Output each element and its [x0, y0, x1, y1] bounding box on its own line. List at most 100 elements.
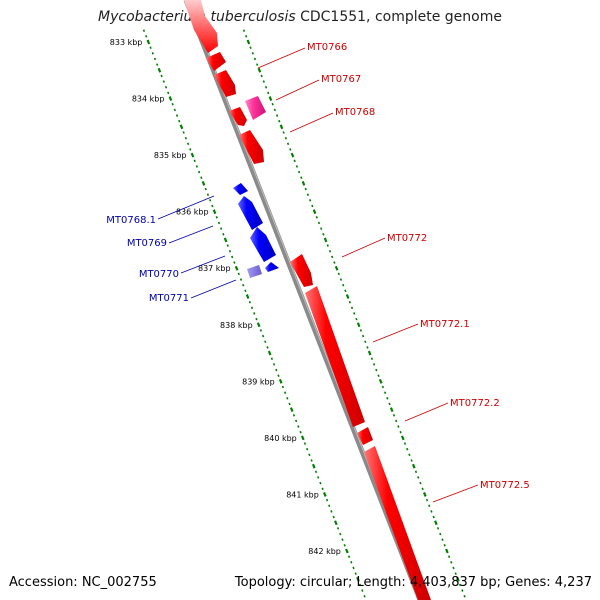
- major-tick-outer: [146, 39, 151, 45]
- minor-tick-outer: [226, 244, 229, 247]
- major-tick-outer: [168, 96, 173, 101]
- leader-mt0769: [168, 225, 214, 244]
- label-mt0768[interactable]: MT0768: [335, 107, 375, 118]
- minor-tick-outer: [277, 374, 280, 377]
- minor-tick-outer: [286, 397, 289, 400]
- tick-tracks: [142, 29, 466, 598]
- major-tick-inner: [400, 435, 405, 441]
- label-mt0768-1[interactable]: MT0768.1: [106, 215, 156, 226]
- minor-tick-outer: [336, 527, 340, 530]
- gene-mt0768[interactable]: [239, 130, 264, 164]
- minor-tick-inner: [399, 430, 402, 434]
- leader-mt0772: [341, 237, 386, 258]
- minor-tick-inner: [414, 470, 418, 474]
- major-tick-outer: [356, 576, 360, 582]
- label-mt0766[interactable]: MT0766: [307, 42, 347, 53]
- minor-tick-outer: [328, 504, 331, 508]
- minor-tick-outer: [339, 532, 342, 536]
- genome-summary-text: Topology: circular; Length: 4,403,837 bp…: [234, 575, 592, 590]
- minor-tick-outer: [151, 52, 154, 55]
- leader-mt0770: [180, 255, 226, 274]
- gene-mt0772-2[interactable]: [357, 427, 373, 445]
- minor-tick-outer: [292, 413, 296, 417]
- major-tick-inner: [257, 67, 262, 73]
- minor-tick-inner: [256, 63, 259, 66]
- minor-tick-outer: [297, 425, 300, 428]
- minor-tick-inner: [439, 532, 442, 536]
- minor-tick-inner: [339, 278, 343, 281]
- major-tick-inner: [334, 265, 339, 271]
- minor-tick-inner: [267, 91, 270, 95]
- minor-tick-outer: [332, 515, 335, 519]
- minor-tick-inner: [306, 193, 310, 196]
- major-tick-inner: [367, 350, 372, 356]
- major-tick-inner: [268, 96, 273, 101]
- gene-mt0772-5[interactable]: [364, 446, 431, 600]
- major-tick-outer: [334, 520, 338, 526]
- gene-mt0769[interactable]: [238, 196, 263, 230]
- gene-mt0772[interactable]: [290, 254, 313, 287]
- minor-tick-inner: [355, 317, 358, 321]
- minor-tick-inner: [245, 35, 248, 38]
- minor-tick-outer: [189, 148, 192, 151]
- axis-label: 837 kbp: [198, 264, 231, 273]
- minor-tick-outer: [306, 447, 309, 451]
- major-tick-inner: [290, 152, 295, 158]
- map-title-rest: CDC1551, complete genome: [295, 9, 502, 25]
- label-mt0770[interactable]: MT0770: [139, 269, 179, 280]
- major-tick-outer: [201, 180, 206, 186]
- minor-tick-inner: [410, 459, 413, 462]
- minor-tick-outer: [239, 278, 243, 281]
- minor-tick-inner: [297, 170, 301, 174]
- label-mt0772[interactable]: MT0772: [387, 233, 427, 244]
- major-tick-outer: [223, 237, 228, 243]
- minor-tick-inner: [375, 368, 378, 372]
- gene-mt0771-lavender[interactable]: [247, 265, 262, 278]
- minor-tick-outer: [173, 108, 176, 112]
- minor-tick-inner: [282, 131, 285, 134]
- major-tick-inner: [356, 322, 361, 328]
- minor-tick-outer: [270, 357, 274, 361]
- forward-genes: [184, 0, 431, 600]
- gene-mt0772-1[interactable]: [305, 286, 365, 427]
- axis-label: 834 kbp: [132, 95, 165, 104]
- label-mt0772-1[interactable]: MT0772.1: [420, 319, 470, 330]
- axis-label: 841 kbp: [286, 490, 319, 499]
- minor-tick-inner: [359, 329, 363, 332]
- label-mt0772-2[interactable]: MT0772.2: [450, 398, 500, 409]
- minor-tick-outer: [206, 193, 210, 196]
- label-mt0771[interactable]: MT0771: [149, 293, 189, 304]
- axis-label: 833 kbp: [110, 38, 143, 47]
- gene-mt0767[interactable]: [214, 70, 236, 97]
- minor-tick-outer: [255, 317, 258, 321]
- minor-tick-inner: [428, 504, 431, 508]
- leader-mt0772-2: [404, 402, 449, 422]
- minor-tick-outer: [228, 249, 232, 253]
- minor-tick-inner: [406, 447, 409, 451]
- gene-mt0766-top[interactable]: [184, 0, 218, 53]
- minor-tick-inner: [430, 510, 433, 513]
- gene-mt0768-1[interactable]: [233, 183, 248, 195]
- major-tick-outer: [179, 124, 184, 130]
- minor-tick-inner: [348, 300, 351, 304]
- minor-tick-inner: [251, 52, 254, 55]
- label-mt0769[interactable]: MT0769: [127, 238, 167, 249]
- major-tick-outer: [278, 378, 283, 384]
- gene-mt0766[interactable]: [206, 52, 226, 71]
- minor-tick-outer: [175, 114, 179, 117]
- label-mt0772-5[interactable]: MT0772.5: [480, 480, 530, 491]
- gene-mt0767-magenta[interactable]: [245, 96, 266, 120]
- gene-mt0768a[interactable]: [229, 107, 247, 126]
- label-leaders: [157, 47, 479, 503]
- minor-tick-outer: [197, 170, 201, 174]
- backbone-line: [183, 0, 423, 600]
- minor-tick-outer: [303, 442, 307, 445]
- major-tick-inner: [445, 548, 449, 554]
- minor-tick-inner: [408, 453, 411, 457]
- gene-mt0770[interactable]: [250, 227, 276, 262]
- axis-labels: 833 kbp 834 kbp 835 kbp 836 kbp 837 kbp 838 k…: [110, 38, 341, 556]
- label-mt0767[interactable]: MT0767: [321, 74, 361, 85]
- gene-mt0771[interactable]: [265, 262, 279, 272]
- axis-label: 840 kbp: [264, 434, 297, 443]
